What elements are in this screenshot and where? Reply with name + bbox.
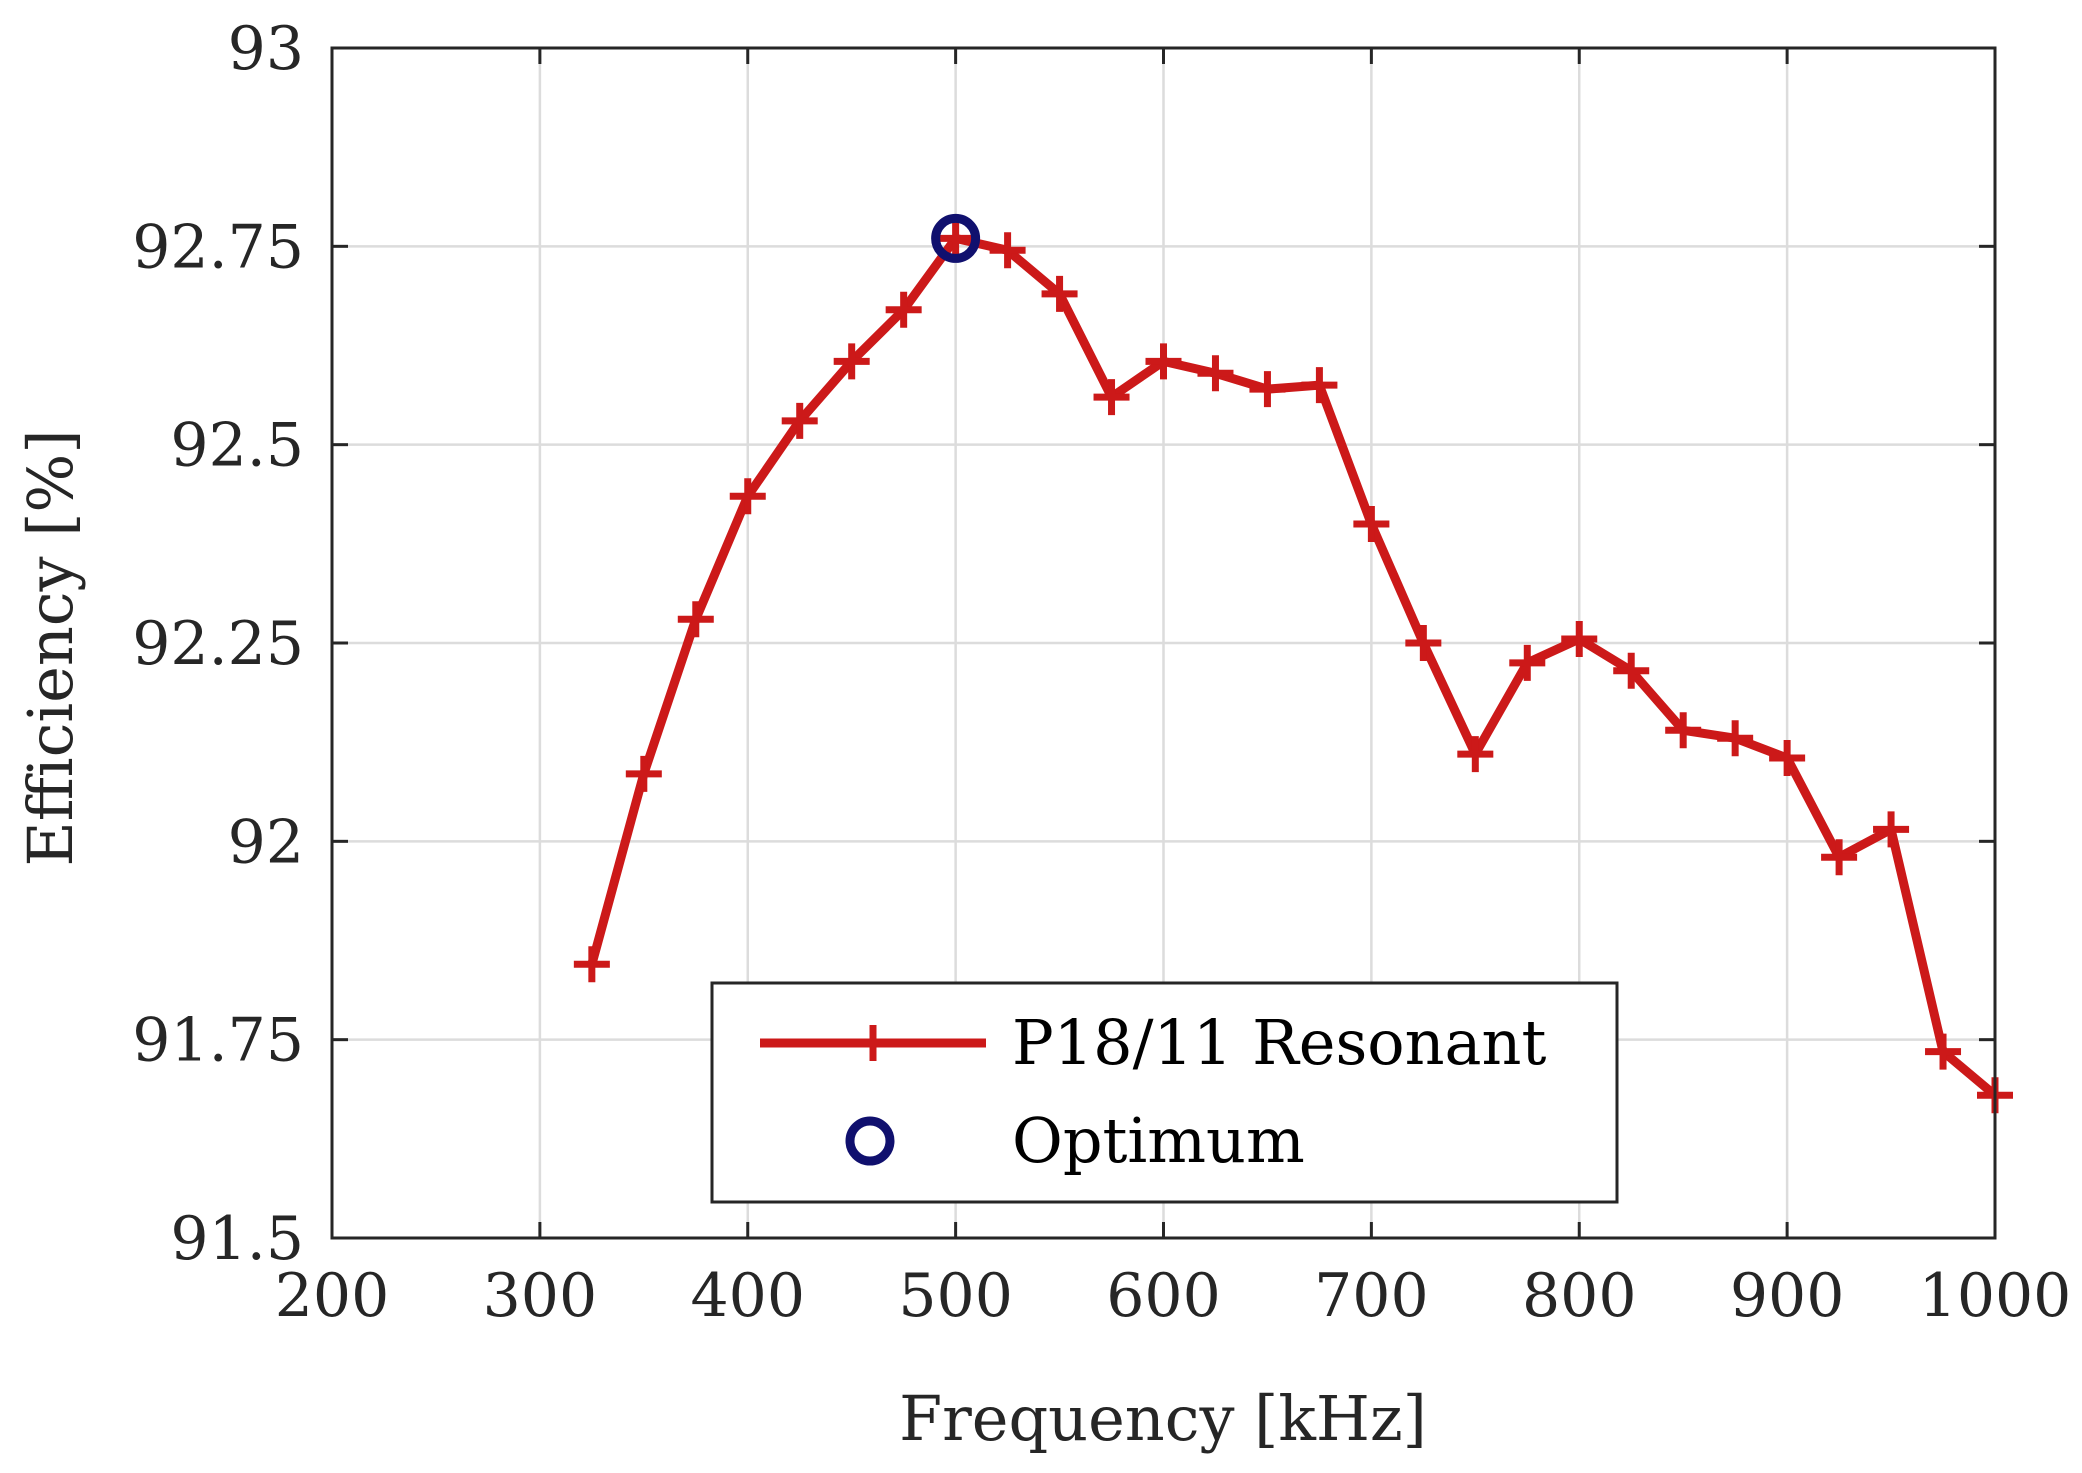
efficiency-point: [1925, 1033, 1962, 1070]
efficiency-point: [1093, 379, 1130, 416]
efficiency-point: [1197, 355, 1234, 392]
efficiency-point: [885, 291, 922, 328]
efficiency-point: [989, 232, 1026, 269]
efficiency-point: [781, 402, 818, 439]
efficiency-point: [1717, 720, 1754, 757]
series-layer: [573, 213, 2013, 1114]
x-tick-label: 300: [483, 1261, 598, 1331]
legend-optimum-sample: [845, 1116, 895, 1166]
y-tick-label: 93: [228, 14, 304, 84]
efficiency-point: [729, 478, 766, 515]
efficiency-point: [1041, 275, 1078, 312]
optimum-marker: [931, 213, 981, 263]
efficiency-point: [833, 343, 870, 380]
legend-box: [710, 981, 1619, 1204]
efficiency-point: [625, 755, 662, 792]
y-axis-label: Efficiency [%]: [14, 429, 87, 866]
x-tick-label: 200: [275, 1261, 390, 1331]
efficiency-point: [1509, 644, 1546, 681]
y-tick-label: 92.25: [132, 609, 304, 679]
efficiency-point: [1561, 621, 1598, 658]
x-axis-label: Frequency [kHz]: [899, 1382, 1427, 1455]
efficiency-point: [1769, 740, 1806, 777]
x-tick-label: 500: [898, 1261, 1013, 1331]
efficiency-point: [573, 946, 610, 983]
axes-layer: 200 300 400 500 600 700 800 900 1000 91.5 91.75 92 9…: [132, 14, 2071, 1331]
efficiency-point: [1873, 811, 1910, 848]
x-tick-label: 600: [1106, 1261, 1221, 1331]
legend-label-resonant: P18/11 Resonant: [1012, 1006, 1546, 1079]
x-tick-label: 700: [1314, 1261, 1429, 1331]
legend-marker-sample: [855, 1025, 891, 1061]
efficiency-point: [1665, 712, 1702, 749]
y-tick-label: 92.75: [132, 212, 304, 282]
legend: P18/11 Resonant Optimum: [710, 981, 1619, 1204]
efficiency-point: [1249, 371, 1286, 408]
y-tick-label: 92: [228, 807, 304, 877]
efficiency-point: [1145, 343, 1182, 380]
efficiency-point: [1821, 839, 1858, 876]
efficiency-point: [677, 601, 714, 638]
efficiency-point: [1457, 736, 1494, 773]
efficiency-point: [1301, 367, 1338, 404]
efficiency-line: [587, 233, 2000, 1100]
legend-label-optimum: Optimum: [1012, 1104, 1305, 1177]
y-tick-label: 91.75: [132, 1006, 304, 1076]
efficiency-point: [1353, 506, 1390, 542]
efficiency-point: [937, 220, 974, 257]
y-tick-label: 92.5: [170, 411, 304, 481]
x-tick-label: 900: [1730, 1261, 1845, 1331]
x-tick-label: 400: [690, 1261, 805, 1331]
efficiency-point: [1405, 625, 1442, 661]
x-tick-label: 1000: [1919, 1261, 2072, 1331]
x-tick-label: 800: [1522, 1261, 1637, 1331]
efficiency-point: [1613, 652, 1650, 689]
y-tick-label: 91.5: [170, 1204, 304, 1274]
